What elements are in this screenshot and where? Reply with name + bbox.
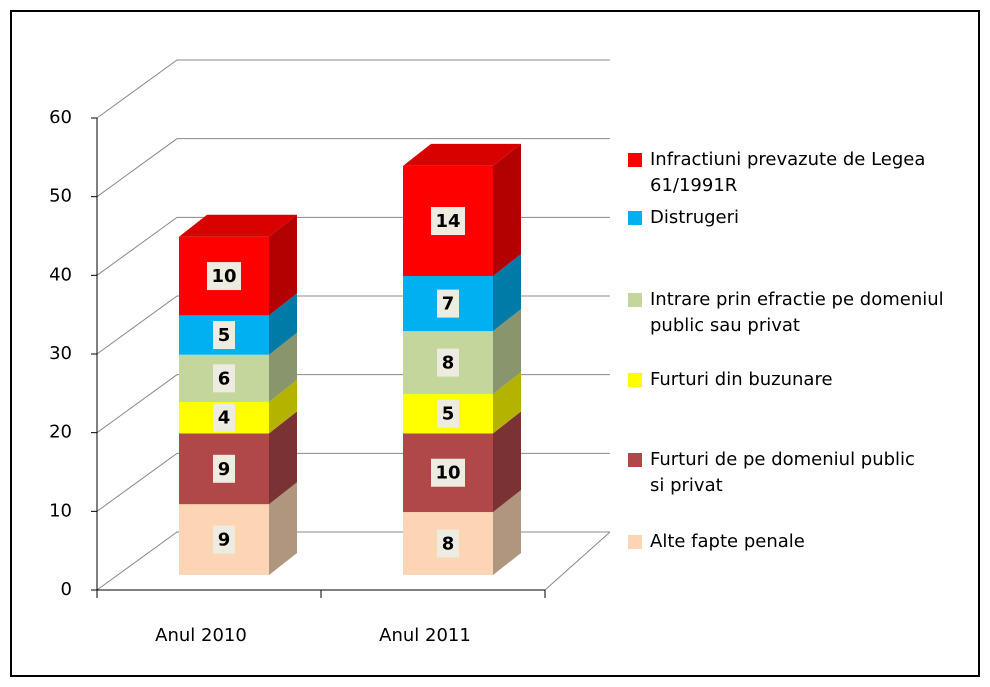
data-label-box	[207, 262, 241, 291]
legend-label: Intrare prin efractie pe domeniul public…	[650, 289, 944, 336]
grid-line	[96, 374, 610, 434]
legend-swatch	[628, 453, 642, 467]
y-tick-label: 30	[49, 343, 72, 364]
legend-label: Furturi de pe domeniul public si privat	[650, 449, 915, 496]
y-tick-label: 20	[49, 422, 72, 443]
legend-item: Furturi din buzunare	[628, 367, 930, 393]
legend-label: Distrugeri	[650, 207, 740, 228]
data-label: 7	[442, 294, 455, 315]
legend-item: Distrugeri	[628, 205, 930, 231]
bar-side	[269, 293, 297, 355]
legend-swatch	[628, 153, 642, 167]
bar-side	[269, 214, 297, 316]
bar-side	[269, 411, 297, 505]
bar-side	[493, 143, 521, 277]
y-tick-label: 40	[49, 264, 72, 285]
legend-item: Alte fapte penale	[628, 529, 930, 555]
border	[10, 10, 980, 677]
data-label: 10	[211, 266, 236, 287]
data-label: 6	[218, 368, 231, 389]
data-label: 8	[442, 534, 455, 555]
grid-line	[96, 295, 610, 355]
y-tick-label: 60	[49, 107, 72, 128]
data-label: 9	[218, 530, 231, 551]
grid-line	[96, 216, 610, 276]
data-label: 5	[442, 404, 455, 425]
bar-side	[493, 372, 521, 434]
bar-side	[269, 332, 297, 402]
x-tick-label: Anul 2010	[155, 625, 247, 646]
y-tick-label: 10	[49, 500, 72, 521]
bar-top	[403, 143, 521, 166]
data-label-box	[431, 458, 465, 487]
bar-side	[269, 379, 297, 434]
grid-line	[96, 59, 610, 119]
legend-item: Intrare prin efractie pe domeniul public…	[628, 287, 990, 339]
data-label-box	[437, 289, 459, 318]
legend-label: Furturi din buzunare	[650, 369, 833, 390]
x-tick-label: Anul 2011	[379, 625, 471, 646]
legend-label: Infractiuni prevazute de Legea 61/1991R	[650, 149, 926, 196]
data-label: 10	[435, 463, 460, 484]
data-label-box	[431, 207, 465, 235]
data-label-box	[213, 403, 235, 432]
grid-line	[96, 138, 610, 198]
data-label-box	[437, 529, 459, 558]
y-tick-label: 50	[49, 186, 72, 207]
legend-label: Alte fapte penale	[650, 531, 805, 552]
grid-line	[96, 531, 610, 591]
data-label: 8	[442, 353, 455, 374]
grid-line	[96, 452, 610, 512]
data-label-box	[213, 321, 235, 350]
bar-top	[179, 214, 297, 237]
data-label: 9	[218, 459, 231, 480]
legend-swatch	[628, 293, 642, 307]
data-label: 4	[218, 408, 231, 429]
legend-swatch	[628, 373, 642, 387]
floor-right	[544, 531, 611, 591]
legend-item: Infractiuni prevazute de Legea 61/1991R	[628, 147, 930, 199]
legend-swatch	[628, 211, 642, 225]
data-label-box	[437, 399, 459, 428]
data-label: 5	[218, 325, 231, 346]
bar-side	[493, 490, 521, 575]
bar-side	[493, 309, 521, 395]
bar-side	[493, 411, 521, 513]
bar-side	[269, 482, 297, 575]
data-label-box	[437, 348, 459, 377]
data-label: 14	[435, 211, 460, 232]
y-tick-label: 0	[61, 579, 72, 600]
bar-side	[493, 254, 521, 332]
legend-swatch	[628, 535, 642, 549]
data-label-box	[213, 364, 235, 393]
legend-item: Furturi de pe domeniul public si privat	[628, 447, 930, 499]
data-label-box	[213, 525, 235, 554]
data-label-box	[213, 454, 235, 483]
